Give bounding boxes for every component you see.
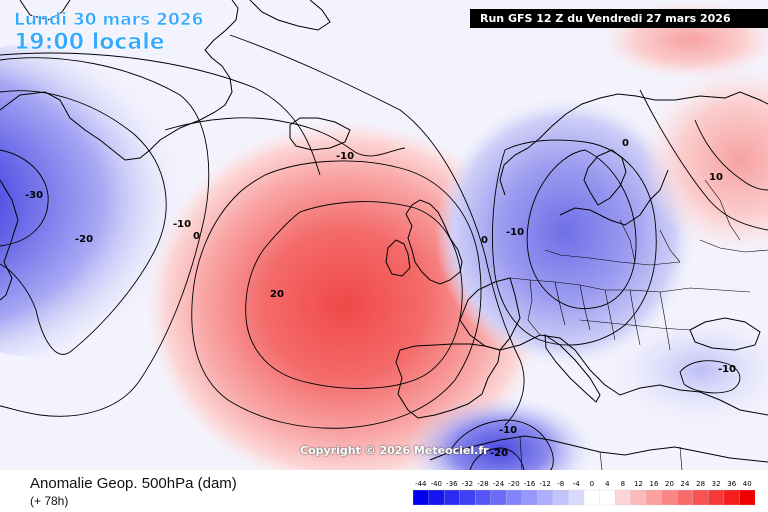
legend-tick-label: -40 bbox=[431, 480, 442, 488]
contour-zero-west bbox=[0, 52, 321, 176]
baltic-coast bbox=[559, 169, 669, 226]
contour-minus-10-west bbox=[0, 57, 210, 417]
legend-tick-label: 16 bbox=[650, 480, 659, 488]
legend-swatch bbox=[583, 489, 600, 506]
label-greenland-m10: -10 bbox=[173, 219, 191, 230]
copyright-text: Copyright © 2026 Meteociel.fr bbox=[300, 444, 489, 457]
contour-minus-10-africa bbox=[447, 419, 554, 470]
legend-tick-label: -16 bbox=[524, 480, 536, 488]
contour-minus-10-europe bbox=[526, 149, 637, 310]
legend-tick-label: -4 bbox=[573, 480, 581, 488]
date-title: Lundi 30 mars 2026 bbox=[14, 10, 204, 31]
borders bbox=[509, 179, 768, 470]
contour-minus-10-balkans bbox=[679, 360, 741, 394]
legend-tick-label: 12 bbox=[634, 480, 643, 488]
legend-tick-label: -44 bbox=[415, 480, 427, 488]
legend-swatch bbox=[490, 489, 507, 506]
legend-swatch bbox=[413, 489, 429, 506]
legend-swatch bbox=[568, 489, 585, 506]
legend-swatch bbox=[599, 489, 616, 506]
lead-time-label: (+ 78h) bbox=[30, 494, 69, 508]
legend-tick-label: 20 bbox=[665, 480, 674, 488]
legend-swatch bbox=[537, 489, 554, 506]
label-greenland-low: -30 bbox=[25, 190, 43, 201]
europe-borders bbox=[509, 179, 768, 351]
contour-minus-30 bbox=[0, 149, 49, 247]
label-scandinavia-zero: 0 bbox=[622, 138, 629, 149]
legend-tick-label: -28 bbox=[477, 480, 488, 488]
legend-swatch bbox=[475, 489, 492, 506]
contour-minus-10-atlantic bbox=[164, 117, 406, 157]
label-high-20: 20 bbox=[270, 289, 284, 300]
legend-tick-label: 36 bbox=[727, 480, 736, 488]
legend-tick-label: -12 bbox=[539, 480, 550, 488]
contour-labels: -30 -20 -10 0 -10 20 0 -10 0 10 -10 -10 … bbox=[25, 138, 736, 459]
legend-tick-label: 40 bbox=[743, 480, 752, 488]
anomaly-contours bbox=[0, 34, 768, 470]
legend-swatch bbox=[708, 489, 725, 506]
contour-minus-20-africa bbox=[469, 447, 525, 470]
legend-tick-label: 4 bbox=[605, 480, 610, 488]
legend-swatch bbox=[646, 489, 663, 506]
label-balkans-m10: -10 bbox=[718, 364, 736, 375]
legend-tick-label: -8 bbox=[557, 480, 564, 488]
legend-tick-label: -32 bbox=[462, 480, 473, 488]
legend-swatch bbox=[677, 489, 694, 506]
label-europe-m10: -10 bbox=[506, 227, 524, 238]
legend-swatch bbox=[692, 489, 709, 506]
label-atlantic-m10: -10 bbox=[336, 151, 354, 162]
legend-swatch bbox=[661, 489, 678, 506]
scandinavia-coast bbox=[499, 91, 768, 206]
russia-positive-shading bbox=[640, 65, 768, 255]
italy-coast bbox=[544, 334, 601, 403]
run-info-banner: Run GFS 12 Z du Vendredi 27 mars 2026 bbox=[470, 9, 768, 28]
legend-swatch bbox=[739, 489, 755, 506]
color-legend: -44 -40 -36 -32 -28 -24 -20 -16 -12 -8 -4 0 4 8 12 16 20… bbox=[413, 480, 755, 506]
local-time-title: 19:00 locale bbox=[14, 30, 165, 56]
legend-tick-label: 28 bbox=[696, 480, 705, 488]
legend-tick-label: 0 bbox=[590, 480, 594, 488]
contour-zero-east bbox=[639, 89, 768, 231]
legend-swatch bbox=[614, 489, 632, 506]
legend-tick-label: -20 bbox=[508, 480, 519, 488]
legend-tick-label: -36 bbox=[446, 480, 458, 488]
legend-tick-label: 32 bbox=[712, 480, 721, 488]
legend-swatch bbox=[630, 489, 647, 506]
balkans-low-shading bbox=[610, 315, 768, 425]
label-russia-10: 10 bbox=[709, 172, 723, 183]
legend-tick-label: 24 bbox=[681, 480, 690, 488]
contour-zero-europe bbox=[492, 139, 657, 346]
ireland-coast bbox=[385, 239, 411, 277]
legend-swatch bbox=[723, 489, 740, 506]
legend-swatch bbox=[428, 489, 445, 506]
contour-plus-10-outer bbox=[191, 160, 482, 429]
parameter-title: Anomalie Geop. 500hPa (dam) bbox=[30, 475, 237, 492]
africa-coast bbox=[429, 435, 768, 463]
label-africa-m20: -20 bbox=[490, 448, 508, 459]
label-greenland-m20: -20 bbox=[75, 234, 93, 245]
contour-plus-20 bbox=[245, 201, 463, 389]
contour-zero-atlantic bbox=[229, 34, 525, 426]
legend-ticks: -44 -40 -36 -32 -28 -24 -20 -16 -12 -8 -4 0 4 8 12 16 20… bbox=[415, 480, 752, 488]
black-sea-coast bbox=[689, 317, 761, 351]
contour-plus-10-east bbox=[694, 119, 768, 191]
legend-tick-label: 8 bbox=[621, 480, 625, 488]
legend-swatches bbox=[413, 489, 755, 506]
legend-swatch bbox=[521, 489, 538, 506]
iceland-coast bbox=[289, 117, 351, 151]
label-greenland-zero: 0 bbox=[193, 231, 200, 242]
africa-borders bbox=[519, 435, 683, 470]
arctic-islands bbox=[19, 0, 331, 31]
anomaly-map: -30 -20 -10 0 -10 20 0 -10 0 10 -10 -10 … bbox=[0, 0, 768, 470]
contour-minus-20 bbox=[0, 90, 167, 355]
label-africa-m10: -10 bbox=[499, 425, 517, 436]
legend-swatch bbox=[443, 489, 461, 506]
legend-swatch bbox=[552, 489, 569, 506]
label-europe-zero: 0 bbox=[481, 235, 488, 246]
uk-coast bbox=[405, 199, 463, 285]
legend-swatch bbox=[506, 489, 523, 506]
legend-swatch bbox=[459, 489, 476, 506]
legend-tick-label: -24 bbox=[493, 480, 505, 488]
greenland-west-coast bbox=[0, 179, 19, 301]
